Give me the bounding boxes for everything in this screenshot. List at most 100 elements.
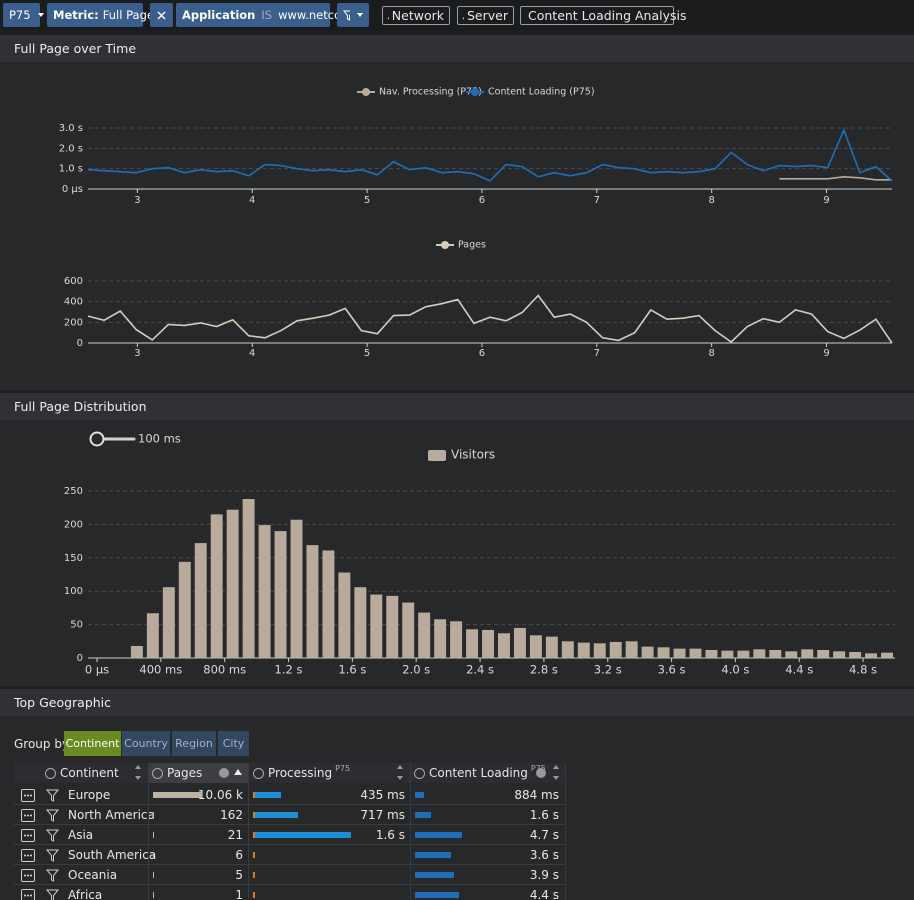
row-filter[interactable] xyxy=(45,849,60,862)
line-series xyxy=(779,175,892,181)
link-label: Content Loading Analysis xyxy=(528,8,687,23)
row-menu[interactable] xyxy=(21,849,35,862)
y-tick-label: 50 xyxy=(70,620,83,631)
row-filter[interactable] xyxy=(45,809,60,822)
bar xyxy=(482,629,494,658)
bar xyxy=(258,525,271,658)
processing-stub xyxy=(253,872,255,878)
y-tick-label: 3.0 s xyxy=(59,123,83,134)
row-menu[interactable] xyxy=(21,869,35,882)
bar xyxy=(418,612,431,658)
filter-op: IS xyxy=(261,8,273,22)
metric: Full Page xyxy=(102,8,154,22)
panel-title: Full Page over Time xyxy=(14,41,137,56)
x-tick-label: 9 xyxy=(823,195,829,206)
group-by-label: Group by xyxy=(14,737,70,751)
content-loading-bar xyxy=(415,852,451,858)
x-tick-label: 4.8 s xyxy=(849,663,877,677)
bar xyxy=(561,641,574,658)
row-name: South America xyxy=(68,848,157,862)
x-tick-label: 7 xyxy=(594,195,600,206)
row-divider xyxy=(14,844,565,845)
x-tick-label: 8 xyxy=(708,348,714,359)
bar xyxy=(146,613,159,658)
bar xyxy=(833,651,846,658)
filter-icon xyxy=(45,889,60,900)
percentile-button[interactable]: P75 xyxy=(3,3,44,27)
column-header[interactable]: Continent xyxy=(45,763,119,783)
filter-icon xyxy=(45,829,60,842)
x-tick-label: 1.6 s xyxy=(338,663,366,677)
filter-icon xyxy=(45,869,60,882)
row-filter[interactable] xyxy=(45,889,60,900)
group-button[interactable]: City xyxy=(218,731,249,756)
column-header[interactable]: Pages xyxy=(152,763,202,783)
bar xyxy=(737,650,750,658)
x-tick-label: 3.6 s xyxy=(658,663,686,677)
bar xyxy=(178,561,191,658)
legend-marker xyxy=(441,241,449,249)
y-tick-label: 2.0 s xyxy=(59,143,83,154)
group-button[interactable]: Country xyxy=(122,731,170,756)
row-name: Africa xyxy=(68,888,103,900)
x-tick-label: 3 xyxy=(134,195,140,206)
filter-icon xyxy=(45,849,60,862)
clear-filter[interactable] xyxy=(150,3,173,27)
bar xyxy=(274,531,287,658)
slider-handle[interactable] xyxy=(89,431,105,447)
bar xyxy=(210,514,223,658)
x-tick-label: 7 xyxy=(594,348,600,359)
link-label: Network xyxy=(391,8,444,23)
y-tick-label: 100 xyxy=(64,586,83,597)
row-menu[interactable] xyxy=(21,829,35,842)
add-filter[interactable] xyxy=(337,3,369,27)
x-tick-label: 6 xyxy=(479,195,485,206)
metric-key: Metric: xyxy=(53,8,99,22)
x-tick-label: 6 xyxy=(479,348,485,359)
y-tick-label: 0 xyxy=(77,653,83,664)
bar xyxy=(242,499,255,658)
row-menu[interactable] xyxy=(21,889,35,900)
charts: 100 ms 0 µs 1.0 s 2.0 s 3.0 s 3 4 5 6 7 8 9 Nav. Pr… xyxy=(59,87,895,677)
content-loading-bar xyxy=(415,812,431,818)
x-tick-label: 2.4 s xyxy=(466,663,494,677)
line-series xyxy=(87,127,893,182)
x-tick-label: 0 µs xyxy=(85,663,109,677)
bar xyxy=(881,652,893,658)
x-tick-label: 400 ms xyxy=(139,663,182,677)
link-button[interactable]: Network xyxy=(382,6,450,25)
pages-value: 6 xyxy=(235,848,243,862)
bar xyxy=(865,653,878,658)
x-tick-label: 3 xyxy=(134,348,140,359)
processing-stub xyxy=(253,832,255,838)
y-tick-label: 150 xyxy=(64,553,83,564)
row-name: Asia xyxy=(68,828,94,842)
dots-icon xyxy=(24,814,32,817)
filter-key: Application xyxy=(182,8,256,22)
dots-icon xyxy=(24,874,32,877)
link-button[interactable]: Content Loading Analysis xyxy=(520,6,686,25)
row-filter[interactable] xyxy=(45,829,60,842)
link-button[interactable]: Server xyxy=(457,6,514,25)
bar xyxy=(498,633,510,658)
bar xyxy=(641,646,654,658)
column-header[interactable]: Processing P75 xyxy=(253,763,350,783)
y-tick-label: 600 xyxy=(64,276,83,287)
row-filter[interactable] xyxy=(45,869,60,882)
y-tick-label: 1.0 s xyxy=(59,164,83,175)
legend-label: Content Loading (P75) xyxy=(488,87,595,98)
group-button[interactable]: Continent xyxy=(64,731,121,756)
group-button[interactable]: Region xyxy=(172,731,216,756)
content-loading-value: 4.4 s xyxy=(529,888,559,900)
row-menu[interactable] xyxy=(21,809,35,822)
x-tick-label: 2.0 s xyxy=(402,663,430,677)
bar xyxy=(226,509,239,658)
metric-button[interactable]: Metric: Full Page xyxy=(47,3,167,27)
dots-icon xyxy=(24,894,32,897)
row-menu[interactable] xyxy=(21,789,35,802)
row-filter[interactable] xyxy=(45,789,60,802)
column-header[interactable]: Content Loading P75 xyxy=(414,763,546,783)
x-tick-label: 2.8 s xyxy=(530,663,558,677)
processing-stub xyxy=(253,792,255,798)
x-tick-label: 3.2 s xyxy=(594,663,622,677)
